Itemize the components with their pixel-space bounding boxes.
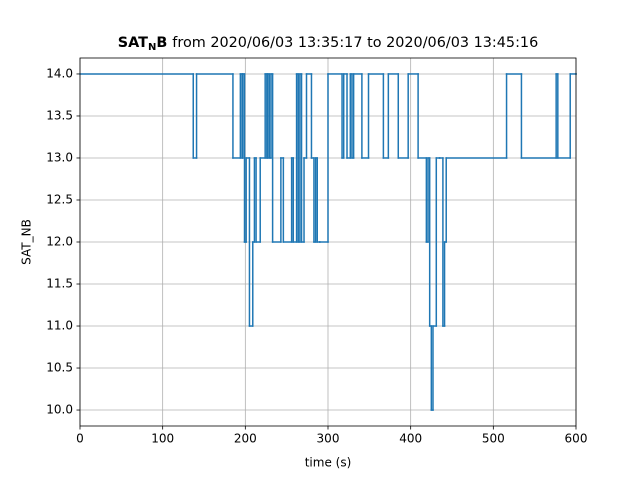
x-tick-label: 600 xyxy=(565,432,588,446)
x-tick-label: 100 xyxy=(151,432,174,446)
chart-title: SATNB from 2020/06/03 13:35:17 to 2020/06… xyxy=(118,35,539,53)
y-tick-label: 11.5 xyxy=(46,277,73,291)
plot-frame xyxy=(79,57,577,427)
x-tick-label: 400 xyxy=(399,432,422,446)
y-tick-label: 10.0 xyxy=(46,403,73,417)
y-axis-label: SAT_NB xyxy=(20,219,34,265)
y-tick-label: 12.5 xyxy=(46,192,73,206)
title-text: from 2020/06/03 13:35:17 to 2020/06/03 1… xyxy=(172,35,538,51)
y-tick-label: 14.0 xyxy=(46,66,73,80)
y-tick-label: 12.0 xyxy=(46,235,73,249)
title-bold: SAT xyxy=(118,35,148,51)
x-tick-label: 200 xyxy=(234,432,257,446)
x-tick-label: 500 xyxy=(482,432,505,446)
x-axis-label: time (s) xyxy=(305,456,352,470)
y-tick-label: 11.0 xyxy=(46,319,73,333)
x-tick-label: 0 xyxy=(76,432,84,446)
y-tick-label: 13.0 xyxy=(46,150,73,164)
y-tick-label: 13.5 xyxy=(46,108,73,122)
x-tick-label: 300 xyxy=(317,432,340,446)
title-subscript: N xyxy=(148,42,156,53)
y-tick-label: 10.5 xyxy=(46,361,73,375)
title-bold-end: B xyxy=(156,35,167,51)
